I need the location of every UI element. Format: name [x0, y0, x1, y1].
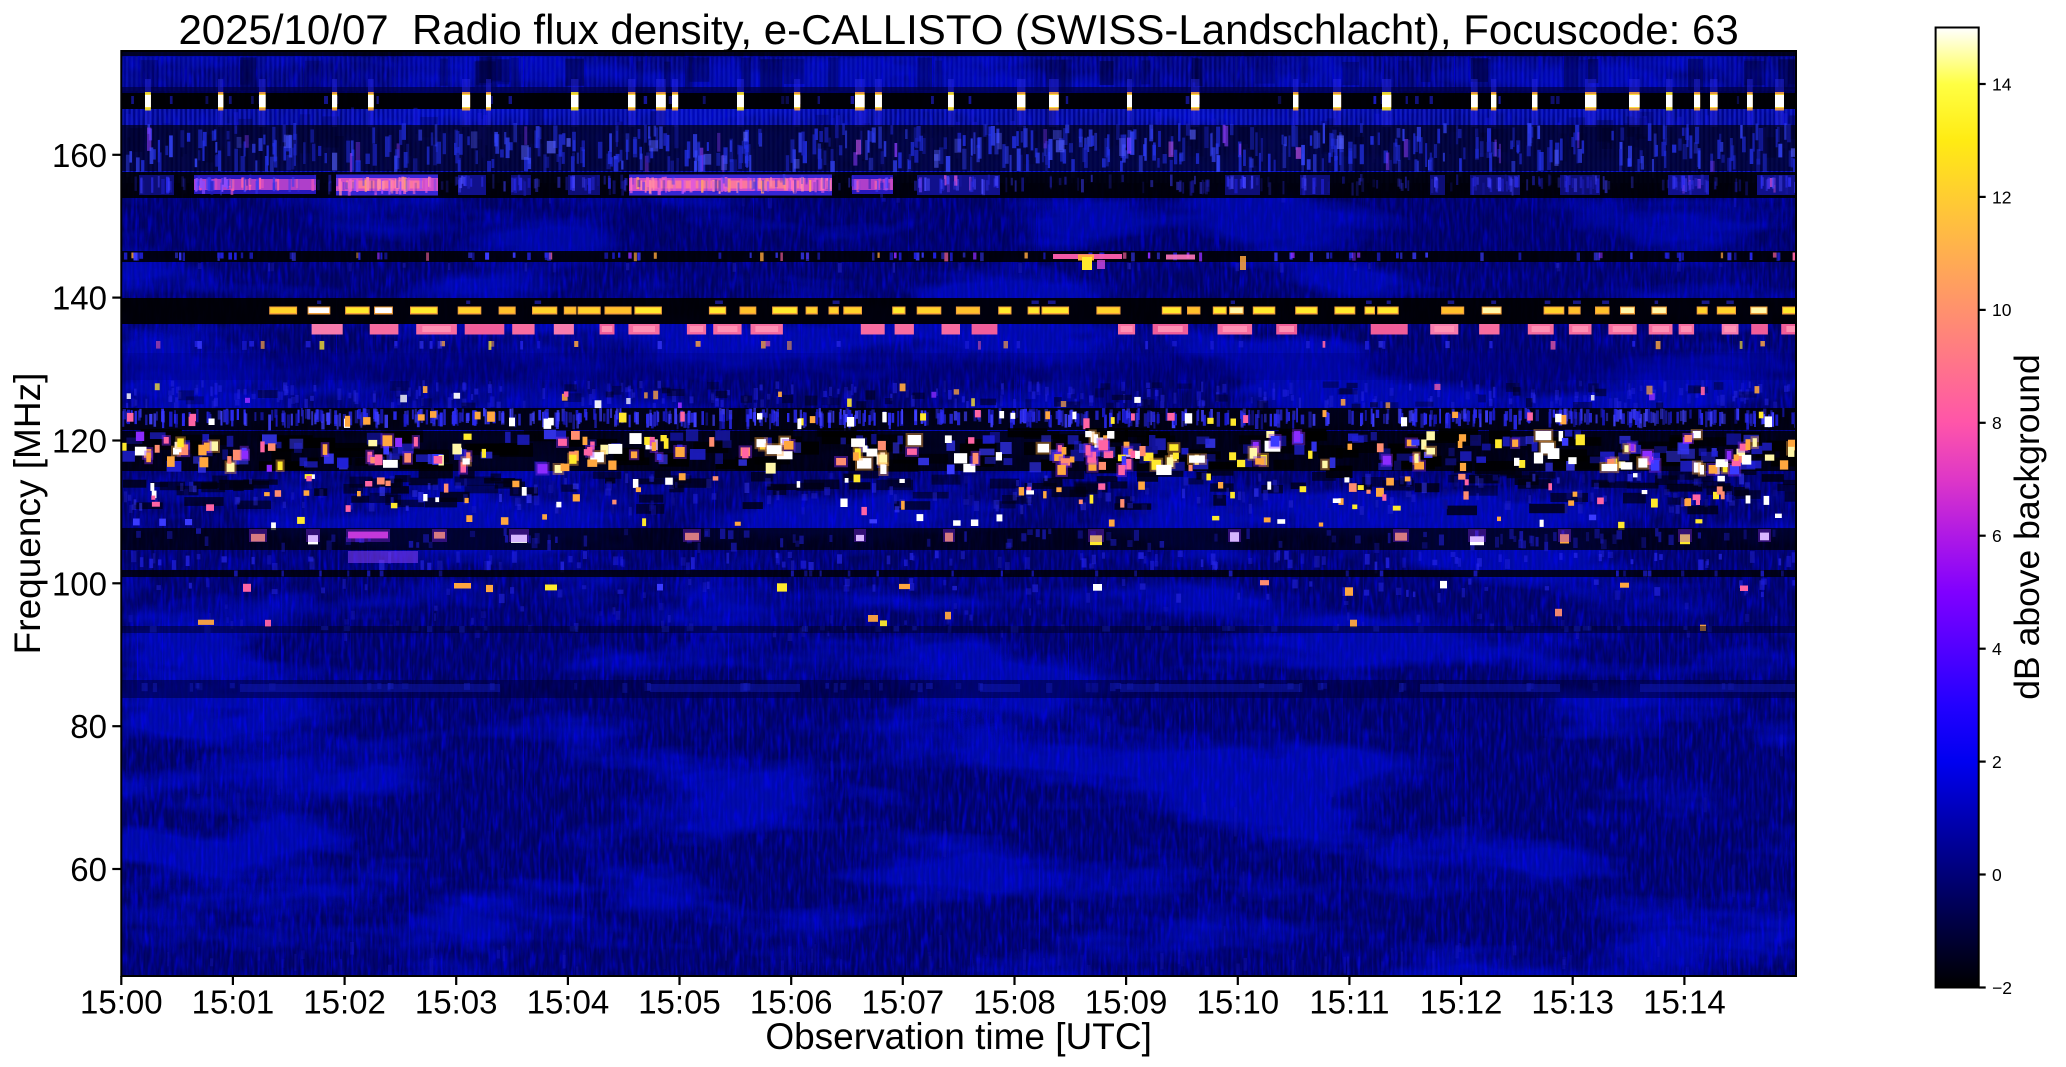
svg-text:15:07: 15:07	[862, 984, 945, 1021]
svg-text:15:08: 15:08	[973, 984, 1056, 1021]
svg-text:2: 2	[1992, 752, 2002, 772]
svg-text:80: 80	[70, 708, 107, 745]
svg-text:15:10: 15:10	[1197, 984, 1280, 1021]
svg-text:Observation time [UTC]: Observation time [UTC]	[765, 1016, 1152, 1057]
svg-text:2025/10/07 Radio flux density: 2025/10/07 Radio flux density, e-CALLIST…	[178, 6, 1738, 53]
svg-text:15:13: 15:13	[1531, 984, 1614, 1021]
svg-text:160: 160	[52, 137, 107, 174]
svg-text:4: 4	[1992, 639, 2002, 659]
svg-text:15:06: 15:06	[750, 984, 833, 1021]
svg-text:120: 120	[52, 423, 107, 460]
svg-text:15:03: 15:03	[415, 984, 498, 1021]
svg-text:0: 0	[1992, 865, 2002, 885]
svg-text:14: 14	[1992, 74, 2012, 94]
svg-text:12: 12	[1992, 187, 2011, 207]
svg-text:15:11: 15:11	[1309, 984, 1389, 1021]
svg-text:15:14: 15:14	[1643, 984, 1726, 1021]
svg-text:8: 8	[1992, 413, 2002, 433]
svg-text:15:00: 15:00	[80, 984, 163, 1021]
svg-text:15:02: 15:02	[303, 984, 386, 1021]
svg-text:6: 6	[1992, 526, 2002, 546]
svg-text:15:12: 15:12	[1420, 984, 1503, 1021]
svg-text:100: 100	[52, 565, 107, 602]
svg-text:15:01: 15:01	[192, 984, 275, 1021]
svg-text:15:04: 15:04	[527, 984, 610, 1021]
svg-text:Frequency [MHz]: Frequency [MHz]	[7, 373, 48, 655]
svg-text:−2: −2	[1992, 978, 2012, 998]
svg-text:15:09: 15:09	[1085, 984, 1168, 1021]
svg-text:dB above background: dB above background	[2007, 354, 2047, 699]
svg-text:140: 140	[52, 280, 107, 317]
svg-text:15:05: 15:05	[638, 984, 721, 1021]
svg-text:60: 60	[70, 851, 107, 888]
svg-text:10: 10	[1992, 300, 2012, 320]
